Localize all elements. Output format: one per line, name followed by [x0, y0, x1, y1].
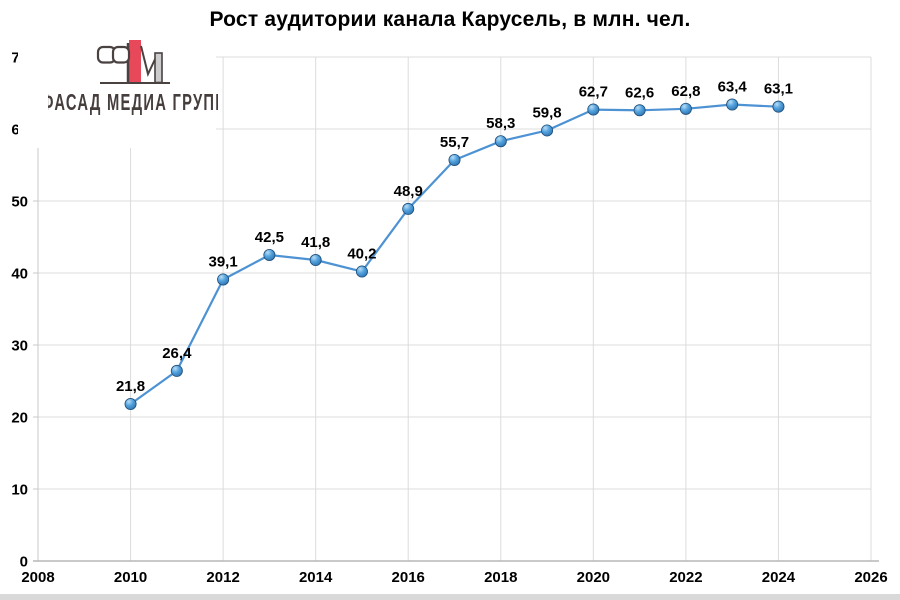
data-label: 39,1: [209, 253, 238, 270]
data-point: [772, 100, 785, 113]
logo-text: ФАСАД МЕДИА ГРУПП: [48, 91, 218, 116]
logo-m-gray-bar: [154, 52, 163, 84]
data-labels: 21,8 26,4 39,1 42,5 41,8 40,2 48,9 55,7 58,3 59,8…: [116, 79, 793, 396]
y-tick-label: 20: [11, 410, 28, 427]
data-label: 62,8: [671, 83, 700, 100]
data-label: 62,7: [579, 84, 608, 101]
logo-mark-icon: ФАСАД МЕДИА ГРУПП: [48, 40, 218, 116]
x-tick-label: 2026: [854, 569, 887, 586]
data-label: 48,9: [394, 183, 423, 200]
x-tick-label: 2008: [21, 569, 54, 586]
y-tick-label: 40: [11, 266, 28, 283]
data-label: 62,6: [625, 84, 654, 101]
x-tick-label: 2016: [392, 569, 425, 586]
data-label: 63,4: [718, 79, 748, 96]
data-point: [309, 254, 322, 267]
data-label: 59,8: [532, 104, 561, 121]
x-tick-label: 2014: [299, 569, 333, 586]
y-tick-label: 10: [11, 482, 28, 499]
x-tick-label: 2012: [206, 569, 239, 586]
y-tick-label: 30: [11, 338, 28, 355]
data-point: [726, 98, 739, 111]
data-point: [402, 202, 415, 215]
data-label: 21,8: [116, 378, 145, 395]
x-tick-label: 2010: [114, 569, 147, 586]
y-tick-label: 0: [20, 554, 28, 571]
x-tick-label: 2022: [669, 569, 702, 586]
logo: ФАСАД МЕДИА ГРУПП: [18, 0, 218, 148]
data-point: [124, 398, 137, 411]
chart-title: Рост аудитории канала Карусель, в млн. ч…: [209, 8, 691, 31]
x-tick-label: 2018: [484, 569, 517, 586]
data-label: 26,4: [162, 345, 192, 362]
data-points: [124, 98, 785, 411]
data-point: [494, 135, 507, 148]
x-tick-label: 2020: [577, 569, 610, 586]
data-label: 40,2: [347, 246, 376, 263]
data-label: 42,5: [255, 229, 284, 246]
data-point: [263, 248, 276, 261]
data-label: 55,7: [440, 134, 469, 151]
logo-f-right-box: [111, 45, 131, 64]
data-point: [587, 103, 600, 116]
data-label: 63,1: [764, 81, 793, 98]
data-point: [448, 153, 461, 166]
data-label: 58,3: [486, 115, 515, 132]
data-point: [170, 364, 183, 377]
data-point: [541, 124, 554, 137]
data-point: [217, 273, 230, 286]
data-point: [355, 265, 368, 278]
y-tick-label: 50: [11, 194, 28, 211]
x-tick-label: 2024: [762, 569, 796, 586]
data-label: 41,8: [301, 234, 330, 251]
data-point: [633, 104, 646, 117]
data-point: [679, 102, 692, 115]
logo-red-bar: [129, 40, 141, 83]
bottom-edge-strip: [0, 594, 900, 600]
